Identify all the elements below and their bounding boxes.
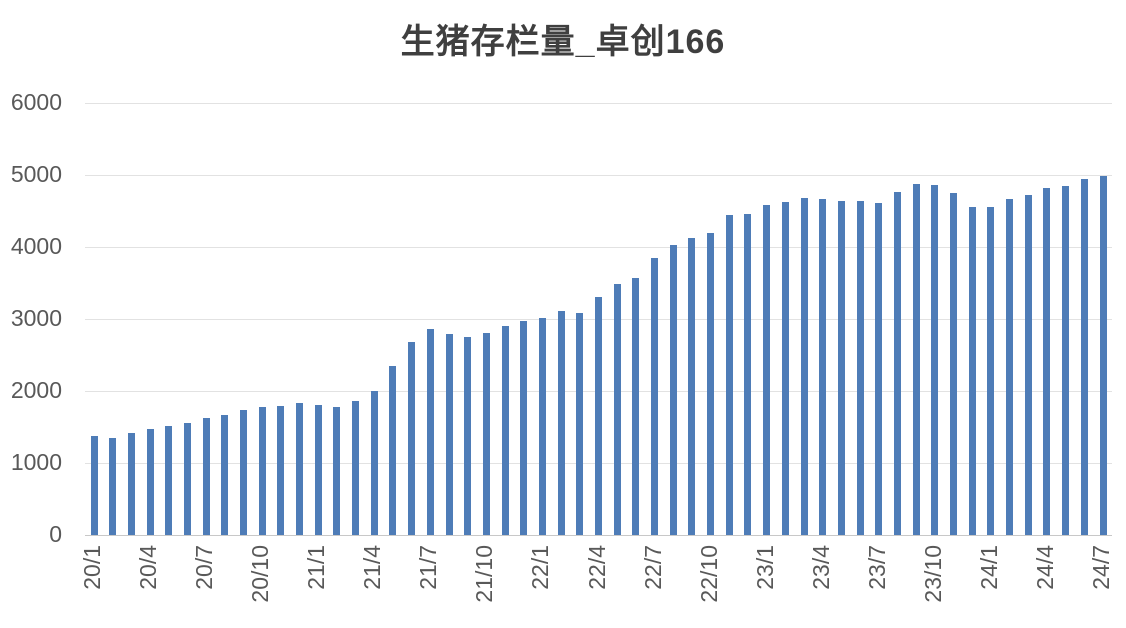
x-tick-label-20/4: 20/4 xyxy=(135,545,162,590)
bar-21/6 xyxy=(408,341,416,535)
bar-20/4 xyxy=(146,428,154,535)
bar-21/9 xyxy=(464,337,472,535)
bar-22/9 xyxy=(688,238,696,535)
x-tick-label-23/1: 23/1 xyxy=(751,545,778,590)
x-tick-label-24/4: 24/4 xyxy=(1031,545,1058,590)
bar-21/2 xyxy=(333,407,341,535)
x-tick-label-22/10: 22/10 xyxy=(695,545,722,603)
y-tick-label-6000: 6000 xyxy=(10,89,62,115)
y-tick-label-1000: 1000 xyxy=(10,449,62,475)
bar-22/10 xyxy=(707,232,715,535)
x-axis-line xyxy=(85,535,1112,536)
x-tick-label-21/10: 21/10 xyxy=(471,545,498,603)
y-tick-label-2000: 2000 xyxy=(10,377,62,403)
bar-21/11 xyxy=(501,326,509,535)
x-tick-label-20/1: 20/1 xyxy=(79,545,105,590)
bar-20/2 xyxy=(109,437,117,535)
bar-20/12 xyxy=(296,402,304,535)
bar-21/8 xyxy=(445,333,453,535)
bar-21/3 xyxy=(352,401,360,535)
bar-20/1 xyxy=(90,435,98,535)
bar-20/9 xyxy=(239,409,247,535)
y-tick-label-4000: 4000 xyxy=(10,233,62,259)
x-tick-label-22/4: 22/4 xyxy=(583,545,610,590)
bar-21/4 xyxy=(370,391,378,535)
bar-21/5 xyxy=(389,365,397,535)
x-tick-label-21/4: 21/4 xyxy=(359,545,386,590)
bar-22/1 xyxy=(538,317,546,535)
bar-23/7 xyxy=(875,202,883,535)
bar-20/11 xyxy=(277,405,285,535)
bar-22/5 xyxy=(613,284,621,535)
x-tick-label-21/1: 21/1 xyxy=(303,545,330,590)
x-tick-label-22/7: 22/7 xyxy=(639,545,666,590)
x-tick-label-23/4: 23/4 xyxy=(807,545,834,590)
x-tick-label-21/7: 21/7 xyxy=(415,545,442,590)
x-tick-label-23/10: 23/10 xyxy=(919,545,946,603)
bar-20/5 xyxy=(165,426,173,535)
bar-24/4 xyxy=(1043,188,1051,535)
bar-20/6 xyxy=(183,423,191,535)
bar-20/7 xyxy=(202,418,210,535)
bar-21/7 xyxy=(426,329,434,535)
bar-23/4 xyxy=(819,199,827,535)
y-tick-label-0: 0 xyxy=(49,521,62,547)
chart-title: 生猪存栏量_卓创166 xyxy=(400,23,726,61)
bar-24/3 xyxy=(1024,195,1032,535)
gridline-6000 xyxy=(85,103,1112,104)
bar-24/7 xyxy=(1099,175,1107,535)
bar-20/10 xyxy=(258,406,266,535)
y-tick-label-3000: 3000 xyxy=(10,305,62,331)
bar-22/2 xyxy=(557,310,565,535)
bar-23/9 xyxy=(912,184,920,535)
bar-23/10 xyxy=(931,184,939,535)
bar-23/3 xyxy=(800,198,808,535)
bar-22/8 xyxy=(669,244,677,535)
bar-23/8 xyxy=(893,191,901,535)
bar-22/7 xyxy=(651,258,659,535)
bar-23/11 xyxy=(950,193,958,535)
bar-24/5 xyxy=(1062,185,1070,535)
bar-23/12 xyxy=(968,206,976,535)
bar-24/2 xyxy=(1006,199,1014,535)
x-tick-label-20/10: 20/10 xyxy=(247,545,274,603)
bar-22/4 xyxy=(595,297,602,535)
bar-24/6 xyxy=(1080,178,1088,535)
y-tick-label-5000: 5000 xyxy=(10,161,62,187)
gridline-5000 xyxy=(85,175,1112,176)
bar-21/12 xyxy=(520,321,528,535)
bar-23/6 xyxy=(856,200,864,535)
bar-22/3 xyxy=(576,312,584,535)
gridline-4000 xyxy=(85,247,1112,248)
bar-20/8 xyxy=(221,415,229,535)
bar-21/10 xyxy=(482,332,490,535)
bar-22/6 xyxy=(632,278,640,535)
x-tick-label-22/1: 22/1 xyxy=(527,545,554,590)
bar-23/5 xyxy=(837,201,845,535)
bar-20/3 xyxy=(127,432,135,535)
x-tick-label-24/1: 24/1 xyxy=(975,545,1002,590)
bar-23/1 xyxy=(763,204,771,535)
bar-23/2 xyxy=(781,201,789,535)
x-tick-label-24/7: 24/7 xyxy=(1088,545,1114,590)
bar-22/12 xyxy=(744,213,752,535)
x-tick-label-23/7: 23/7 xyxy=(863,545,890,590)
bar-22/11 xyxy=(725,214,733,535)
bar-24/1 xyxy=(987,207,995,535)
x-tick-label-20/7: 20/7 xyxy=(191,545,218,590)
bar-21/1 xyxy=(314,405,322,535)
plot-area xyxy=(85,103,1112,536)
